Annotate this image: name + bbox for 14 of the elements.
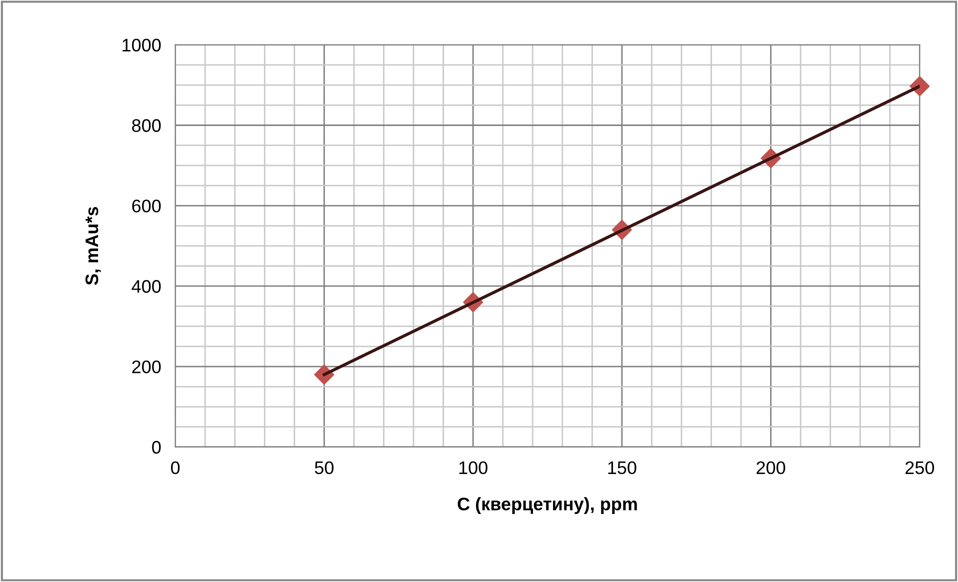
y-tick-label: 600: [132, 200, 161, 212]
y-tick-label: 400: [132, 280, 161, 293]
y-tick-label: 200: [132, 360, 161, 374]
x-tick-label: 100: [459, 461, 488, 474]
y-tick-label: 0: [152, 440, 161, 454]
x-axis-title: C (кверцетину), ppm: [458, 497, 637, 514]
x-tick-label: 200: [756, 461, 786, 474]
y-axis-title: S, mAu*s: [85, 207, 101, 286]
y-tick-label: 1000: [122, 38, 161, 52]
x-tick-label: 50: [314, 461, 334, 474]
x-tick-label: 250: [906, 461, 934, 474]
x-tick-label: 0: [171, 461, 180, 474]
y-tick-label: 800: [132, 119, 161, 132]
x-tick-label: 150: [608, 461, 636, 474]
